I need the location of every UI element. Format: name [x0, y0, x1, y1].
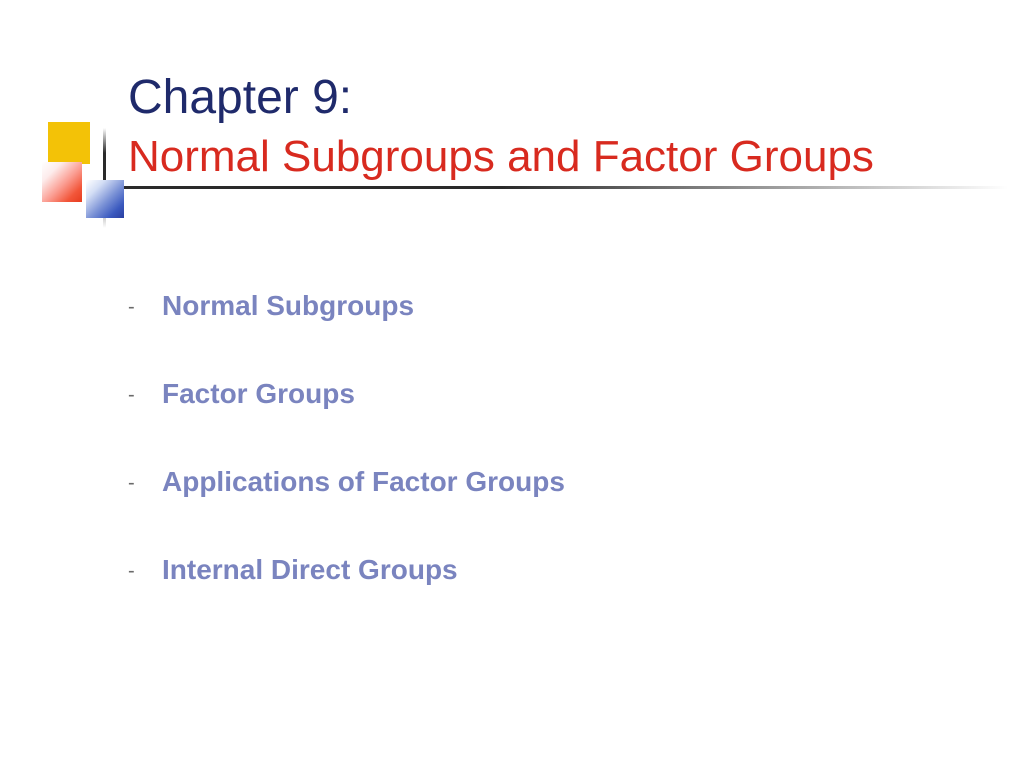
list-item: - Factor Groups [128, 378, 928, 410]
title-line-1: Chapter 9: [128, 70, 988, 125]
bullet-text: Factor Groups [162, 378, 355, 410]
decorative-squares [42, 122, 122, 212]
horizontal-divider [88, 186, 1008, 189]
bullet-text: Applications of Factor Groups [162, 466, 565, 498]
bullet-marker: - [128, 554, 162, 583]
bullet-text: Normal Subgroups [162, 290, 414, 322]
list-item: - Normal Subgroups [128, 290, 928, 322]
title-line-2: Normal Subgroups and Factor Groups [128, 131, 988, 184]
bullet-marker: - [128, 466, 162, 495]
slide-title: Chapter 9: Normal Subgroups and Factor G… [128, 70, 988, 184]
red-square-icon [42, 162, 82, 202]
list-item: - Internal Direct Groups [128, 554, 928, 586]
bullet-marker: - [128, 290, 162, 319]
presentation-slide: Chapter 9: Normal Subgroups and Factor G… [0, 0, 1024, 768]
bullet-text: Internal Direct Groups [162, 554, 458, 586]
blue-square-icon [86, 180, 124, 218]
bullet-list: - Normal Subgroups - Factor Groups - App… [128, 290, 928, 642]
bullet-marker: - [128, 378, 162, 407]
yellow-square-icon [48, 122, 90, 164]
list-item: - Applications of Factor Groups [128, 466, 928, 498]
